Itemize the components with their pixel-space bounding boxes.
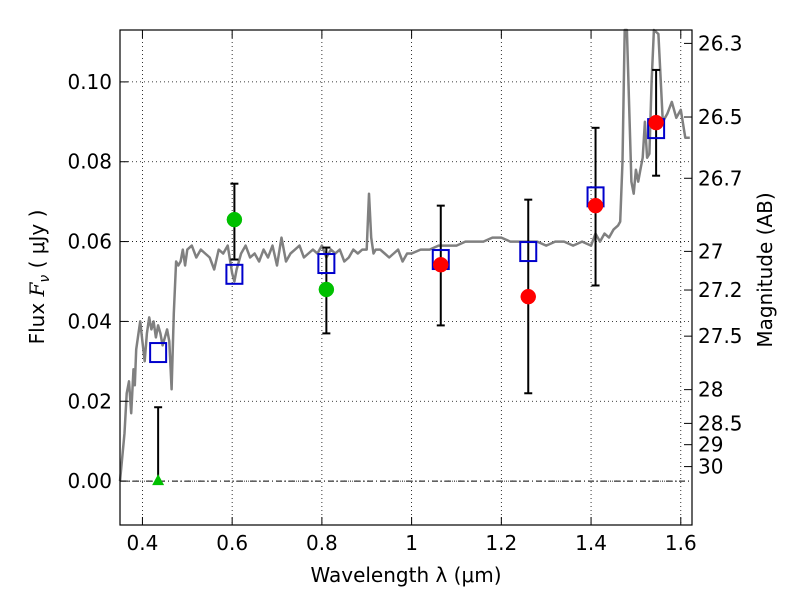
- y-tick-label: 0.02: [67, 389, 112, 413]
- x-tick-label: 0.6: [216, 531, 248, 555]
- plot-area: [118, 28, 693, 526]
- circle-marker: [226, 211, 243, 228]
- y-axis-ticks: 0.00 0.02 0.04 0.06 0.08 0.10: [67, 70, 128, 493]
- circle-marker: [433, 256, 449, 273]
- magnitude-tick-label: 27.2: [698, 278, 743, 302]
- circle-marker: [318, 281, 335, 298]
- x-tick-label: 0.8: [306, 531, 338, 555]
- magnitude-tick-label: 30: [698, 455, 723, 479]
- plot-frame: [119, 29, 693, 526]
- magnitude-tick-label: 27.5: [698, 324, 743, 348]
- circle-marker: [587, 197, 604, 214]
- x-tick-label: 1: [405, 531, 418, 555]
- x-tick-label: 1.6: [665, 531, 697, 555]
- x-axis-ticks: 0.4 0.6 0.8 1 1.2 1.4 1.6: [127, 30, 697, 555]
- y-tick-label: 0.10: [67, 70, 112, 94]
- data-markers: [149, 114, 666, 486]
- y-axis-label-symbol: F: [25, 281, 49, 297]
- y-tick-label: 0.06: [67, 230, 112, 254]
- square-marker: [519, 241, 538, 263]
- y-axis-label: Flux Fν ( μJy ): [25, 210, 53, 345]
- magnitude-tick-label: 26.5: [698, 105, 743, 129]
- y-axis-label-suffix: ( μJy ): [25, 210, 49, 275]
- magnitude-tick-label: 27: [698, 239, 723, 263]
- x-tick-label: 0.4: [127, 531, 159, 555]
- y-axis-label-prefix: Flux: [25, 296, 49, 344]
- y-axis-label-subscript: ν: [37, 275, 53, 283]
- x-tick-label: 1.2: [485, 531, 517, 555]
- grid-lines: [120, 30, 692, 525]
- triangle-marker: [152, 474, 165, 486]
- magnitude-axis-label: Magnitude (AB): [753, 192, 777, 347]
- y-tick-label: 0.08: [67, 150, 112, 174]
- magnitude-tick-label: 28: [698, 378, 723, 402]
- magnitude-tick-label: 26.3: [698, 31, 743, 55]
- square-marker: [317, 253, 336, 275]
- y-tick-label: 0.00: [67, 469, 112, 493]
- circle-marker: [520, 288, 537, 305]
- template-spectrum-line: [118, 28, 690, 482]
- x-tick-label: 1.4: [575, 531, 607, 555]
- magnitude-tick-label: 29: [698, 433, 723, 457]
- y-tick-label: 0.04: [67, 309, 112, 333]
- magnitude-tick-label: 26.7: [698, 166, 743, 190]
- square-marker: [225, 263, 244, 285]
- magnitude-tick-label: 28.5: [698, 411, 743, 435]
- square-marker: [149, 342, 168, 364]
- circle-marker: [648, 114, 664, 131]
- x-axis-label: Wavelength λ (μm): [310, 563, 501, 587]
- plot-background: [120, 30, 692, 525]
